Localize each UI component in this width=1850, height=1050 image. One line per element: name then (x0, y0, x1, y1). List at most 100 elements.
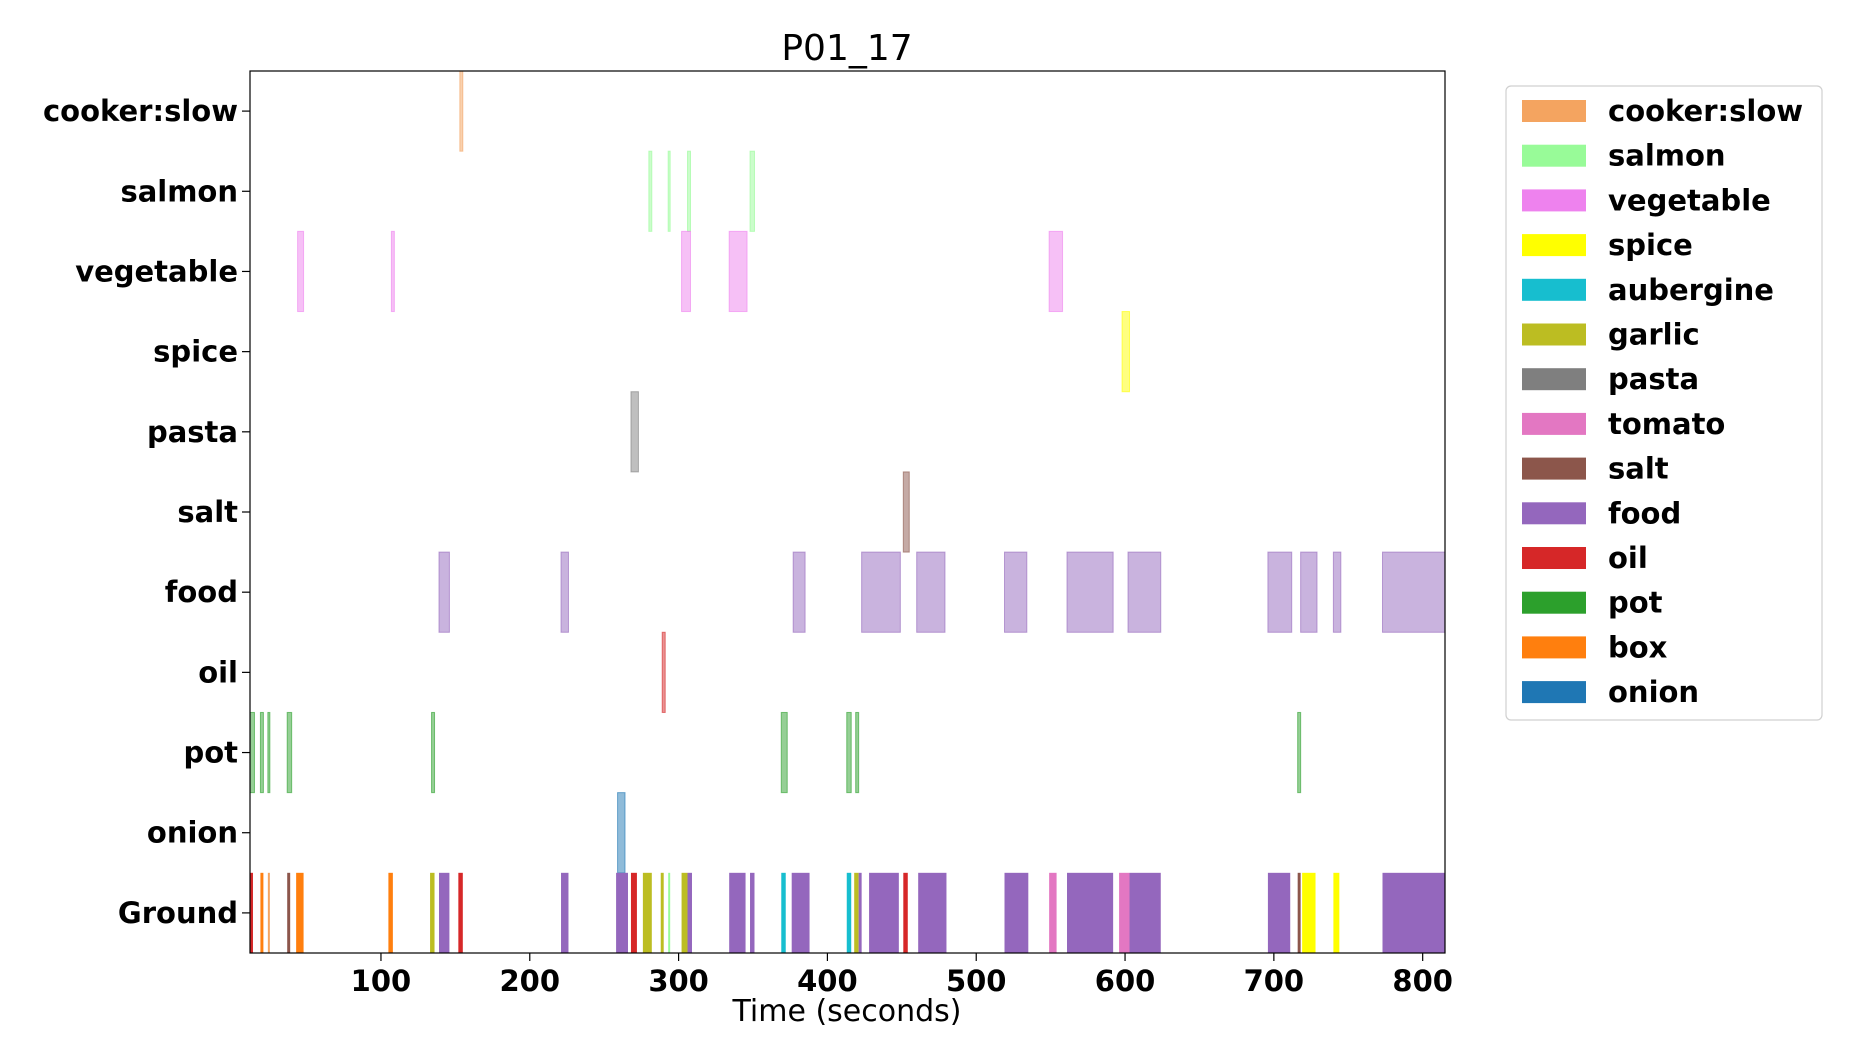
ytick-label-pot: pot (183, 736, 238, 770)
bar-pot-pot-33 (855, 711, 860, 794)
legend-label-food: food (1608, 496, 1681, 530)
bar-food-food-23 (1332, 551, 1342, 633)
legend-label-vegetable: vegetable (1608, 183, 1771, 217)
bar-ground-food-52 (687, 872, 692, 953)
bar-food-food-20 (1127, 551, 1162, 633)
bar-food-food-16 (861, 551, 901, 633)
bar-salt-salt-12 (902, 471, 910, 553)
legend-label-onion: onion (1608, 675, 1699, 709)
bar-ground-food-65 (1067, 872, 1114, 953)
bar-ground-garlic-51 (681, 872, 688, 953)
legend-label-box: box (1608, 630, 1668, 664)
bar-ground-garlic-48 (642, 872, 652, 953)
bar-ground-food-56 (791, 872, 810, 953)
bar-spice-spice-10 (1121, 311, 1131, 393)
bar-ground-salmon-50 (668, 872, 671, 953)
legend-swatch-oil (1522, 547, 1586, 569)
legend-label-oil: oil (1608, 541, 1648, 575)
bar-ground-box-41 (388, 872, 393, 953)
bar-pot-pot-30 (431, 711, 436, 794)
legend-swatch-tomato (1522, 412, 1586, 435)
bar-food-food-22 (1300, 551, 1318, 633)
bar-pasta-pasta-11 (630, 391, 639, 473)
bar-salmon-salmon-1 (648, 150, 653, 232)
bar-ground-oil-61 (903, 872, 908, 953)
legend-label-aubergine: aubergine (1608, 273, 1774, 307)
bar-ground-oil-36 (250, 872, 253, 953)
bar-food-food-14 (560, 551, 569, 633)
bar-vegetable-vegetable-7 (681, 230, 691, 313)
bar-ground-food-63 (1004, 872, 1029, 953)
bar-pot-pot-31 (780, 711, 788, 794)
bars-layer (249, 70, 1446, 953)
legend: cooker:slow salmon vegetable spice aubergine… (1505, 85, 1823, 721)
bar-ground-food-72 (1382, 872, 1445, 953)
legend-swatch-cooker-slow (1522, 100, 1586, 122)
legend-swatch-salt (1522, 457, 1586, 480)
ytick-label-ground: Ground (118, 896, 238, 930)
bar-ground-food-45 (561, 872, 569, 953)
bar-vegetable-vegetable-5 (297, 230, 305, 313)
legend-swatch-onion (1522, 681, 1586, 704)
ytick-label-cooker-slow: cooker:slow (43, 94, 238, 128)
bar-ground-cooker-slow-38 (267, 872, 270, 953)
legend-swatch-pasta (1522, 368, 1586, 391)
legend-swatch-vegetable (1522, 189, 1586, 212)
bar-ground-aubergine-57 (846, 872, 852, 953)
bar-food-food-21 (1267, 551, 1293, 633)
bar-vegetable-vegetable-9 (1048, 230, 1064, 313)
bar-salmon-salmon-2 (667, 150, 671, 232)
ytick-label-vegetable: vegetable (75, 254, 238, 288)
bar-pot-pot-26 (249, 711, 255, 794)
bar-ground-tomato-66 (1119, 872, 1130, 953)
bar-ground-aubergine-55 (781, 872, 786, 953)
legend-label-pasta: pasta (1608, 362, 1699, 396)
legend-swatch-pot (1522, 591, 1586, 614)
bar-cooker-slow-cooker-slow-0 (459, 70, 464, 152)
bar-food-food-17 (916, 551, 946, 633)
bar-pot-pot-34 (1297, 711, 1302, 794)
legend-label-salmon: salmon (1608, 139, 1726, 173)
legend-label-garlic: garlic (1608, 318, 1700, 352)
legend-swatch-salmon (1522, 144, 1586, 167)
bar-ground-salt-69 (1297, 872, 1301, 953)
bar-food-food-18 (1004, 551, 1028, 633)
ytick-label-oil: oil (198, 655, 238, 689)
xtick-label-700: 700 (1244, 964, 1305, 998)
ytick-label-salt: salt (177, 495, 238, 529)
bar-ground-box-37 (260, 872, 264, 953)
legend-swatch-box (1522, 636, 1586, 659)
legend-swatch-spice (1522, 234, 1586, 257)
legend-frame (1505, 85, 1823, 721)
bar-ground-food-60 (869, 872, 899, 953)
ytick-label-pasta: pasta (147, 415, 238, 449)
ytick-label-spice: spice (153, 335, 238, 369)
y-axis: cooker:slow salmon vegetable spice pasta salt… (43, 94, 250, 930)
bar-onion-onion-35 (617, 792, 626, 874)
xtick-label-600: 600 (1095, 964, 1156, 998)
legend-label-salt: salt (1608, 452, 1669, 486)
legend-label-spice: spice (1608, 228, 1693, 262)
x-axis-label: Time (seconds) (732, 994, 962, 1029)
bar-ground-food-54 (750, 872, 755, 953)
bar-ground-garlic-49 (660, 872, 664, 953)
bar-vegetable-vegetable-6 (390, 230, 395, 313)
bar-ground-box-40 (296, 872, 304, 953)
bar-vegetable-vegetable-8 (728, 230, 748, 313)
bar-ground-oil-47 (630, 872, 637, 953)
bar-ground-food-67 (1129, 872, 1161, 953)
xtick-label-400: 400 (797, 964, 858, 998)
bar-ground-food-53 (729, 872, 746, 953)
chart-title: P01_17 (781, 28, 912, 69)
bar-pot-pot-29 (286, 711, 293, 794)
bar-ground-food-59 (858, 872, 862, 953)
bar-food-food-19 (1066, 551, 1114, 633)
ytick-label-onion: onion (147, 816, 238, 850)
xtick-label-500: 500 (946, 964, 1007, 998)
bar-ground-food-46 (616, 872, 628, 953)
xtick-label-800: 800 (1392, 964, 1453, 998)
bar-ground-spice-71 (1333, 872, 1340, 953)
legend-swatch-garlic (1522, 323, 1586, 346)
bar-oil-oil-25 (661, 631, 666, 713)
legend-label-pot: pot (1608, 586, 1663, 620)
